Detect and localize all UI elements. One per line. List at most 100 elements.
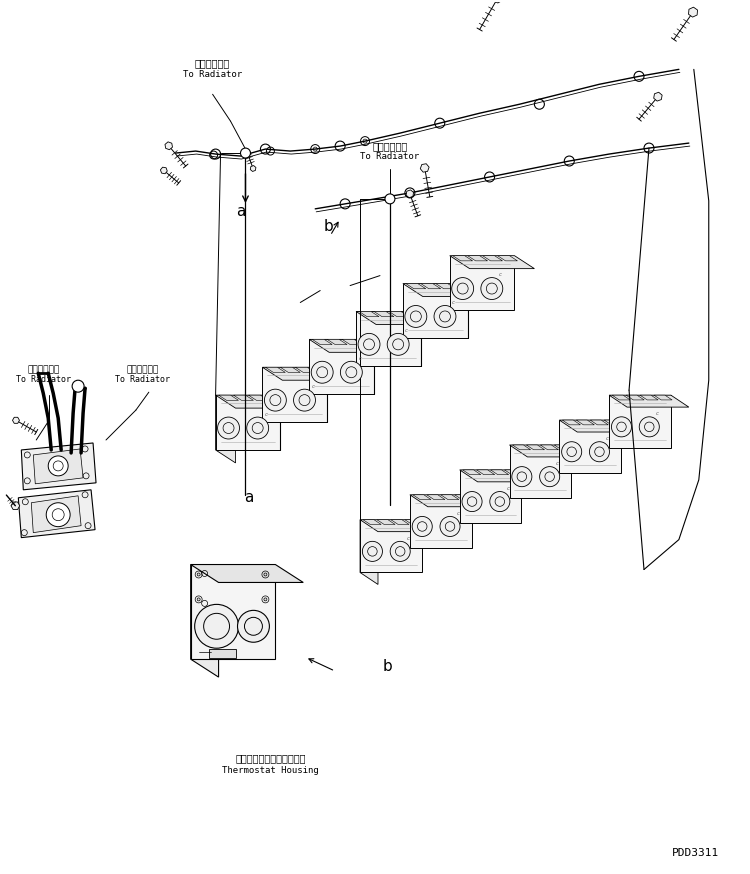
Text: To Radiator: To Radiator (116, 375, 170, 385)
Polygon shape (18, 489, 95, 538)
Text: c: c (311, 384, 314, 389)
Circle shape (452, 278, 474, 300)
Polygon shape (468, 256, 488, 260)
Polygon shape (609, 395, 671, 448)
Polygon shape (266, 367, 285, 372)
Polygon shape (359, 311, 379, 316)
Polygon shape (505, 470, 523, 475)
Circle shape (490, 491, 510, 511)
Polygon shape (233, 395, 254, 400)
Polygon shape (296, 367, 315, 372)
Polygon shape (562, 420, 580, 425)
Polygon shape (554, 445, 572, 450)
Polygon shape (410, 495, 472, 548)
Polygon shape (356, 311, 421, 366)
Circle shape (639, 417, 659, 437)
Circle shape (590, 441, 610, 461)
Polygon shape (32, 496, 81, 532)
Polygon shape (590, 420, 608, 425)
Polygon shape (476, 470, 495, 475)
Polygon shape (441, 495, 459, 500)
Circle shape (562, 441, 582, 461)
Polygon shape (391, 520, 409, 524)
Polygon shape (410, 495, 490, 507)
Text: c: c (452, 301, 455, 305)
Polygon shape (421, 283, 441, 288)
Circle shape (264, 598, 267, 601)
Polygon shape (405, 520, 423, 524)
Polygon shape (262, 367, 327, 422)
Circle shape (611, 417, 632, 437)
Polygon shape (165, 142, 172, 149)
Polygon shape (13, 417, 20, 423)
Polygon shape (626, 395, 644, 400)
Polygon shape (357, 339, 377, 344)
Polygon shape (33, 449, 83, 484)
Circle shape (197, 598, 200, 601)
Polygon shape (450, 256, 535, 268)
Polygon shape (509, 445, 572, 498)
Polygon shape (560, 420, 639, 432)
Text: c: c (556, 461, 560, 466)
Polygon shape (262, 367, 347, 380)
Polygon shape (560, 420, 621, 473)
Text: To Radiator: To Radiator (183, 70, 242, 80)
Polygon shape (403, 283, 488, 296)
Polygon shape (160, 167, 167, 174)
Polygon shape (406, 283, 426, 288)
Circle shape (247, 417, 268, 439)
Text: c: c (656, 411, 658, 416)
Circle shape (195, 605, 238, 649)
Polygon shape (453, 256, 472, 260)
Polygon shape (342, 339, 362, 344)
Text: Thermostat Housing: Thermostat Housing (222, 766, 319, 774)
Polygon shape (420, 163, 429, 172)
Text: a: a (244, 489, 254, 505)
Circle shape (264, 573, 267, 576)
Polygon shape (450, 256, 514, 310)
Polygon shape (427, 495, 445, 500)
Text: b: b (323, 218, 333, 233)
Polygon shape (463, 470, 481, 475)
Text: サーモスタットハウジング: サーモスタットハウジング (236, 753, 306, 763)
Polygon shape (360, 520, 378, 585)
Text: c: c (358, 356, 362, 361)
Polygon shape (215, 395, 236, 463)
Polygon shape (541, 445, 559, 450)
Polygon shape (251, 165, 256, 171)
Circle shape (72, 380, 84, 392)
Polygon shape (609, 395, 688, 407)
Polygon shape (190, 565, 218, 677)
Polygon shape (404, 311, 424, 316)
Circle shape (265, 389, 286, 411)
Polygon shape (509, 445, 590, 457)
Text: ラジェータへ: ラジェータへ (372, 141, 407, 151)
Polygon shape (612, 395, 630, 400)
Text: ラジェータへ: ラジェータへ (127, 365, 159, 374)
Circle shape (293, 389, 316, 411)
Circle shape (217, 417, 239, 439)
Text: c: c (506, 486, 509, 491)
Text: c: c (406, 536, 410, 541)
Polygon shape (413, 495, 431, 500)
Text: To Radiator: To Radiator (361, 152, 419, 161)
Circle shape (440, 517, 460, 537)
Polygon shape (512, 445, 530, 450)
Polygon shape (526, 445, 544, 450)
Polygon shape (215, 395, 300, 408)
Polygon shape (327, 339, 347, 344)
Polygon shape (451, 283, 471, 288)
Text: c: c (457, 510, 460, 516)
Polygon shape (11, 502, 20, 510)
Polygon shape (460, 470, 521, 523)
Polygon shape (21, 443, 96, 489)
Polygon shape (190, 565, 275, 659)
Polygon shape (436, 283, 456, 288)
Polygon shape (190, 565, 303, 582)
Polygon shape (248, 395, 268, 400)
Polygon shape (280, 367, 300, 372)
Polygon shape (389, 311, 409, 316)
Text: To Radiator: To Radiator (16, 375, 70, 385)
Polygon shape (576, 420, 595, 425)
Circle shape (512, 467, 532, 487)
